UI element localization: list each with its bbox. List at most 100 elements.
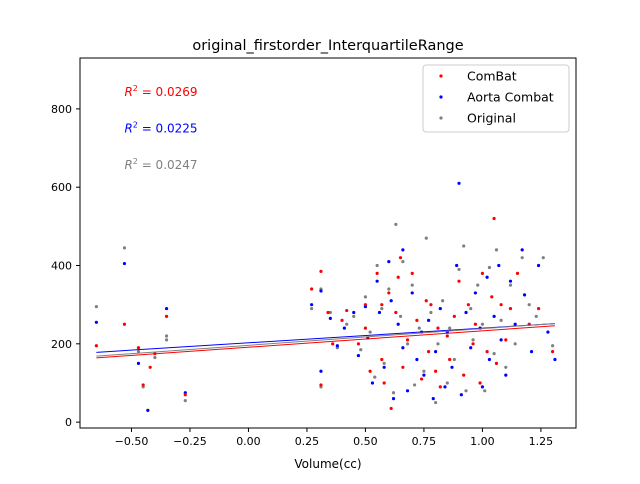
y-tick-label: 0 (65, 416, 72, 429)
data-point (363, 303, 368, 307)
data-point (136, 346, 141, 350)
fit-line-original (96, 322, 555, 357)
data-point (382, 381, 386, 385)
data-point (551, 350, 555, 354)
data-point (527, 303, 531, 307)
data-point (387, 287, 391, 291)
data-point (424, 236, 428, 240)
data-point (452, 314, 456, 319)
x-tick-label: 0.50 (353, 435, 378, 448)
data-point (492, 352, 496, 356)
data-point (396, 322, 400, 326)
fit-lines (96, 322, 555, 359)
series-layer (94, 181, 557, 412)
data-point (382, 365, 386, 369)
legend-label: Original (467, 111, 516, 126)
data-point (398, 256, 403, 260)
data-point (310, 287, 314, 291)
legend-box (422, 64, 570, 133)
data-point (438, 385, 442, 389)
y-tick-label: 600 (51, 181, 72, 194)
data-point (363, 295, 368, 299)
data-point (387, 291, 391, 295)
series-original (94, 222, 555, 405)
data-point (471, 342, 475, 346)
data-point (448, 326, 452, 330)
data-point (405, 338, 410, 342)
data-point (342, 326, 346, 330)
data-point (480, 385, 485, 389)
data-point (401, 365, 405, 369)
data-point (483, 389, 487, 393)
data-point (429, 310, 433, 315)
data-point (183, 393, 187, 397)
data-point (387, 260, 391, 264)
data-point (492, 216, 496, 221)
data-point (427, 350, 431, 354)
data-point (445, 381, 449, 385)
data-point (122, 322, 127, 326)
data-point (356, 353, 361, 358)
data-point (359, 348, 363, 352)
data-point (164, 306, 169, 311)
data-point (122, 261, 127, 266)
data-point (394, 310, 398, 315)
data-point (375, 263, 379, 268)
data-point (551, 344, 555, 348)
legend-label: ComBat (467, 69, 517, 84)
r-squared-label: R2 = 0.0269 (124, 84, 197, 99)
data-point (94, 320, 98, 324)
data-point (459, 393, 463, 397)
data-point (438, 306, 442, 311)
data-point (450, 365, 454, 369)
data-point (494, 361, 499, 365)
y-tick-label: 200 (51, 338, 72, 351)
x-tick-label: 0.00 (236, 435, 261, 448)
y-tick-label: 400 (51, 260, 72, 273)
data-point (534, 314, 538, 319)
data-point (319, 383, 323, 387)
data-point (473, 322, 477, 326)
data-point (487, 357, 492, 362)
data-point (382, 361, 386, 365)
data-point (331, 342, 335, 346)
data-point (164, 314, 169, 319)
data-point (141, 383, 145, 387)
data-point (94, 344, 98, 348)
data-point (508, 279, 513, 283)
data-point (455, 263, 459, 268)
data-point (536, 263, 541, 268)
data-point (419, 377, 424, 381)
data-point (405, 342, 410, 346)
data-point (515, 271, 520, 275)
data-point (391, 391, 396, 395)
data-point (340, 318, 344, 322)
data-point (469, 346, 473, 350)
data-point (485, 350, 489, 354)
data-point (410, 283, 414, 287)
data-point (424, 299, 428, 303)
data-point (153, 355, 157, 360)
data-point (520, 256, 524, 260)
r-squared-annotations: R2 = 0.0269 R2 = 0.0225 R2 = 0.0247 (124, 84, 197, 172)
data-point (471, 338, 475, 342)
data-point (417, 326, 421, 330)
data-point (410, 271, 414, 275)
data-point (480, 271, 485, 275)
data-point (410, 291, 414, 295)
data-point (457, 279, 461, 283)
axes: −0.50 −0.25 0.00 0.25 0.50 0.75 1.00 1.25 0 200 40… (51, 103, 553, 448)
data-point (522, 293, 527, 297)
data-point (148, 365, 152, 369)
data-point (380, 306, 384, 311)
data-point (415, 357, 419, 362)
data-point (464, 389, 468, 393)
data-point (497, 263, 501, 268)
data-point (94, 305, 98, 309)
data-point (319, 369, 323, 373)
data-point (352, 314, 356, 319)
data-point (434, 350, 438, 354)
data-point (368, 330, 372, 334)
data-point (553, 357, 557, 362)
